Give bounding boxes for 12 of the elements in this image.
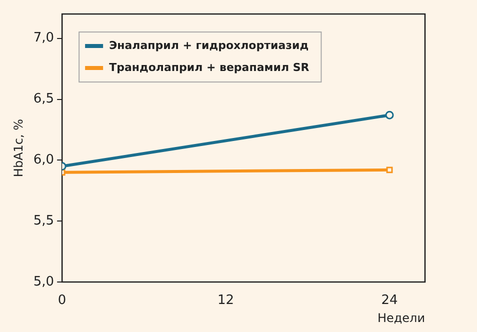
y-tick-label: 6,0: [33, 152, 54, 168]
y-axis-title: HbA1c, %: [11, 118, 26, 178]
y-tick-label: 7,0: [33, 30, 54, 46]
x-tick-label: 24: [381, 293, 398, 308]
x-tick-label: 0: [58, 293, 66, 308]
y-tick-label: 5,0: [33, 274, 54, 290]
legend-label: Эналаприл + гидрохлортиазид: [109, 38, 309, 52]
x-axis-title: Недели: [377, 310, 425, 325]
y-tick-label: 6,5: [33, 92, 54, 107]
legend-label: Трандолаприл + верапамил SR: [109, 60, 310, 74]
x-tick-label: 12: [218, 293, 234, 308]
y-tick-label: 5,5: [33, 213, 54, 228]
